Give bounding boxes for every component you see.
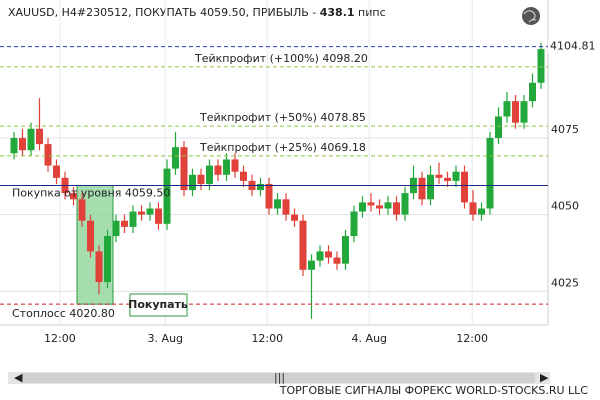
candle-body	[240, 171, 247, 181]
candle-body	[95, 251, 103, 283]
candle-body	[155, 208, 162, 224]
candle-body	[452, 171, 460, 181]
candle-body	[180, 147, 188, 191]
y-tick-label: 4075	[551, 123, 579, 136]
x-tick-label: 12:00	[456, 332, 488, 345]
candle-body	[214, 165, 222, 175]
footer: ТОРГОВЫЕ СИГНАЛЫ ФОРЕКС WORLD-STOCKS.RU …	[279, 384, 589, 397]
candle-body	[359, 202, 366, 212]
candle-body	[435, 174, 443, 178]
candle-body	[163, 168, 171, 224]
price-label: 4104.81	[550, 40, 596, 53]
x-tick-label: 3. Aug	[148, 332, 183, 345]
candle-body	[512, 101, 519, 123]
candle-body	[146, 208, 154, 215]
candle-body	[36, 128, 43, 145]
candle-body	[70, 193, 77, 200]
candle-body	[461, 171, 468, 203]
candle-body	[299, 220, 307, 270]
candle-body	[87, 220, 94, 252]
candle-body	[27, 128, 35, 151]
candle-body	[401, 193, 409, 215]
candle-body	[112, 220, 120, 237]
candle-body	[469, 202, 477, 215]
buy-button-box[interactable]	[129, 293, 188, 317]
candle-body	[189, 174, 196, 191]
scrollbar[interactable]: ◀ ▶ |||	[8, 371, 550, 384]
candle-body	[265, 183, 273, 209]
candle-body	[325, 251, 332, 258]
x-tick-label: 12:00	[44, 332, 76, 345]
candle-body	[308, 260, 315, 270]
candle-body	[478, 208, 485, 215]
candle-body	[257, 183, 264, 191]
candle-body	[231, 159, 239, 172]
y-tick-label: 4050	[551, 200, 579, 213]
candle-body	[418, 177, 426, 200]
candle-body	[427, 174, 434, 200]
candle-body	[291, 214, 298, 221]
candle-body	[520, 101, 528, 123]
profit-unit: пипс	[358, 6, 386, 19]
candle-body	[350, 211, 358, 237]
candle-body	[495, 116, 502, 138]
candle-body	[444, 177, 451, 181]
candle-body	[223, 159, 230, 175]
candle-body	[537, 49, 545, 83]
candle-body	[19, 137, 26, 151]
candle-body	[44, 144, 52, 166]
profit: 438.1	[320, 6, 355, 19]
candle-body	[10, 137, 18, 154]
y-tick-label: 4025	[551, 276, 579, 289]
x-tick-label: 12:00	[251, 332, 283, 345]
candle-body	[486, 137, 494, 209]
level-label: Покупка от уровня 4059.50	[12, 186, 170, 199]
svg-text:▶: ▶	[540, 371, 549, 384]
x-tick-label: 4. Aug	[352, 332, 387, 345]
candle-body	[367, 202, 375, 206]
candle-body	[274, 199, 281, 209]
price-label-bg	[548, 39, 600, 54]
candle-body	[78, 199, 86, 221]
globe-icon	[522, 7, 540, 25]
candle-body	[503, 101, 511, 117]
chart-title: XAUUSD, H4#230512, ПОКУПАТЬ 4059.50, ПРИ…	[8, 6, 386, 19]
candle-body	[384, 202, 392, 209]
candle-body	[206, 165, 213, 184]
candle-body	[172, 147, 179, 169]
candle-body	[53, 165, 60, 178]
candle-body	[376, 205, 383, 209]
candle-body	[129, 211, 137, 227]
candle-body	[121, 220, 128, 227]
title-text: XAUUSD, H4#230512, ПОКУПАТЬ 4059.50, ПРИ…	[8, 6, 316, 19]
level-label: Тейкпрофит (+25%) 4069.18	[199, 141, 366, 154]
candle-body	[342, 236, 349, 264]
level-label: Стоплосс 4020.80	[12, 307, 115, 320]
candle-body	[393, 202, 400, 215]
buy-button[interactable]: Покупать	[128, 298, 188, 311]
candle-body	[138, 211, 145, 215]
candle-body	[333, 257, 341, 264]
candle-body	[529, 82, 536, 102]
candle-body	[104, 236, 111, 283]
candle-body	[316, 251, 324, 261]
svg-text:◀: ◀	[14, 371, 23, 384]
level-label: Тейкпрофит (+50%) 4078.85	[199, 111, 366, 124]
svg-text:|||: |||	[274, 371, 285, 384]
candle-body	[197, 174, 205, 184]
candle-body	[282, 199, 290, 215]
level-label: Тейкпрофит (+100%) 4098.20	[194, 52, 368, 65]
